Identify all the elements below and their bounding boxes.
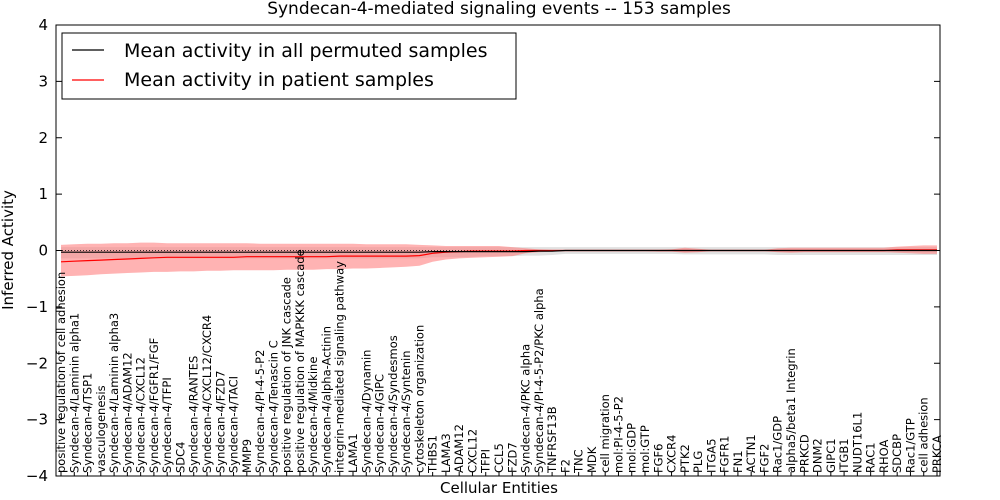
category-label: F2 <box>558 459 572 473</box>
x-axis-ticks <box>60 472 938 476</box>
category-label: Syndecan-4/RANTES <box>187 356 201 473</box>
category-label: Syndecan-4/FGFR1/FGF <box>147 338 161 473</box>
y-tick-label: −1 <box>26 298 48 316</box>
category-label: Syndecan-4/Midkine <box>306 357 320 473</box>
chart-title: Syndecan-4-mediated signaling events -- … <box>267 0 731 19</box>
legend-label-permuted: Mean activity in all permuted samples <box>124 40 487 62</box>
category-label: LAMA3 <box>439 433 453 473</box>
category-label: Syndecan-4/ADAM12 <box>120 352 134 473</box>
y-tick-label: −4 <box>26 467 48 485</box>
category-labels: positive regulation of cell adhesion Synd… <box>54 249 944 474</box>
category-label: TFPI <box>479 449 493 474</box>
category-label: FZD7 <box>505 442 519 473</box>
category-label: Syndecan-4/Syndesmos <box>386 335 400 473</box>
category-label: Syndecan-4/PI-4-5-P2 <box>253 350 267 473</box>
category-label: mol:GDP <box>625 423 639 473</box>
category-label: ITGA5 <box>704 438 718 473</box>
legend-box <box>61 32 517 100</box>
category-label: Syndecan-4/Tenascin C <box>266 340 280 473</box>
category-label: alpha5/beta1 Integrin <box>784 348 798 473</box>
category-label: TNFRSF13B <box>545 406 559 474</box>
y-tick-label: 1 <box>38 185 48 203</box>
category-label: RHOA <box>877 440 891 473</box>
legend-label-patient: Mean activity in patient samples <box>124 69 434 91</box>
category-label: Syndecan-4/FZD7 <box>213 371 227 473</box>
category-label: Syndecan-4/Syntenin <box>399 350 413 473</box>
category-label: Rac1/GDP <box>771 416 785 473</box>
category-label: vasculogenesis <box>94 385 108 473</box>
category-label: MMP9 <box>240 439 254 473</box>
category-label: Rac1/GTP <box>904 418 918 473</box>
y-tick-label: −3 <box>26 411 48 429</box>
permuted-mean-line <box>61 249 937 253</box>
category-label: Syndecan-4/GIPC <box>373 374 387 473</box>
category-label: DNM2 <box>811 438 825 473</box>
category-label: Syndecan-4/PI-4-5-P2/PKC alpha <box>532 288 546 473</box>
category-label: PRKCA <box>930 435 944 473</box>
category-label: Syndecan-4/CXCL12/CXCR4 <box>200 315 214 473</box>
category-label: Syndecan-4/PKC alpha <box>519 344 533 473</box>
y-tick-label: 3 <box>38 72 48 90</box>
category-label: PLG <box>691 451 705 473</box>
category-label: cell adhesion <box>917 397 931 473</box>
legend: Mean activity in all permuted samples Me… <box>61 32 517 100</box>
category-label: Syndecan-4/CXCL12 <box>134 357 148 473</box>
category-label: mol:PI-4-5-P2 <box>612 396 626 473</box>
category-label: Syndecan-4/TACI <box>227 376 241 473</box>
category-label: MDK <box>585 446 599 473</box>
category-label: positive regulation of cell adhesion <box>54 272 68 473</box>
category-label: FGFR1 <box>718 436 732 473</box>
category-label: ACTN1 <box>744 434 758 473</box>
category-label: Syndecan-4/Laminin alpha1 <box>67 313 81 473</box>
category-label: ADAM12 <box>452 424 466 473</box>
category-label: FGF2 <box>758 444 772 473</box>
category-label: RAC1 <box>864 442 878 473</box>
category-label: PTK2 <box>678 444 692 473</box>
category-label: FGF6 <box>651 444 665 473</box>
category-label: cell migration <box>598 394 612 473</box>
y-tick-label: −2 <box>26 354 48 372</box>
category-label: PRKCD <box>797 434 811 473</box>
y-axis-label: Inferred Activity <box>0 190 17 310</box>
category-label: CXCR4 <box>665 435 679 473</box>
category-label: Syndecan-4/Laminin alpha3 <box>107 313 121 473</box>
y-tick-label: 0 <box>38 242 48 260</box>
category-label: SDCBP <box>890 434 904 473</box>
y-axis-ticks: −4 −3 −2 −1 0 1 2 3 4 <box>26 16 940 485</box>
category-label: THBS1 <box>426 435 440 474</box>
category-label: Syndecan-4/TFPI <box>160 377 174 473</box>
category-label: LAMA1 <box>346 433 360 473</box>
category-label: positive regulation of MAPKKK cascade <box>293 249 307 473</box>
series-lines <box>60 249 937 263</box>
category-label: CCL5 <box>492 443 506 473</box>
category-label: Syndecan-4/Dynamin <box>359 350 373 473</box>
category-label: Syndecan-4/alpha-Actinin <box>320 326 334 473</box>
category-label: SDC4 <box>174 441 188 473</box>
category-label: Syndecan-4/TSP1 <box>81 373 95 473</box>
category-label: CXCL12 <box>466 429 480 473</box>
y-tick-label: 2 <box>38 129 48 147</box>
category-label: NUDT16L1 <box>850 412 864 473</box>
category-label: cytoskeleton organization <box>412 325 426 473</box>
y-tick-label: 4 <box>38 16 48 34</box>
x-axis-label: Cellular Entities <box>440 479 558 497</box>
category-label: positive regulation of JNK cascade <box>280 277 294 473</box>
category-label: integrin-mediated signaling pathway <box>333 261 347 473</box>
category-label: ITGB1 <box>837 438 851 473</box>
category-label: TNC <box>572 449 586 474</box>
category-label: GIPC1 <box>824 438 838 473</box>
category-label: FN1 <box>731 450 745 473</box>
category-label: mol:GTP <box>638 425 652 473</box>
